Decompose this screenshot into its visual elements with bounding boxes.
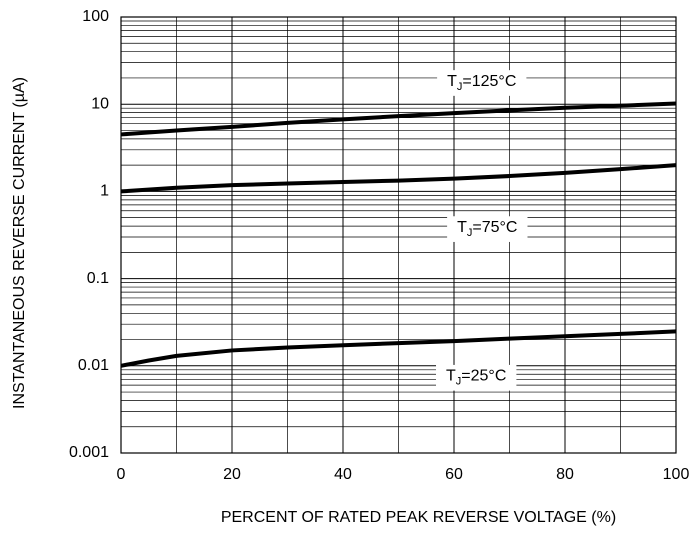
annotation-rest: =125°C: [462, 73, 516, 90]
annotation-layer: TJ=125°CTJ=75°CTJ=25°C: [436, 70, 528, 391]
y-tick-label: 100: [82, 8, 109, 25]
annotation-label-1: TJ=125°C: [437, 70, 527, 96]
annotation-subscript: J: [456, 376, 462, 388]
x-tick-label: 20: [223, 466, 241, 483]
series-line-2: [120, 163, 677, 194]
x-tick-label: 60: [445, 466, 463, 483]
annotation-background: [436, 364, 517, 391]
annotation-text: TJ=75°C: [457, 219, 517, 239]
y-tick-label: 10: [91, 95, 109, 112]
series-line-3: [120, 329, 677, 368]
y-axis-title: INSTANTANEOUS REVERSE CURRENT (µA): [11, 77, 28, 409]
annotation-text: TJ=25°C: [446, 368, 506, 388]
y-tick-label: 0.01: [78, 357, 109, 374]
annotation-label-2: TJ=75°C: [447, 216, 528, 242]
annotation-rest: =75°C: [472, 219, 517, 236]
series-layer: [120, 101, 677, 368]
annotation-t: T: [446, 368, 456, 385]
y-tick-label: 1: [100, 183, 109, 200]
x-tick-label: 0: [117, 466, 126, 483]
x-tick-labels: 0 20 40 60 80 100: [117, 466, 690, 483]
annotation-background: [437, 70, 527, 96]
annotation-t: T: [457, 219, 467, 236]
annotation-text: TJ=125°C: [447, 73, 516, 93]
plot-frame: [120, 16, 677, 454]
series-line-1: [120, 101, 677, 137]
x-tick-label: 80: [556, 466, 574, 483]
annotation-background: [447, 216, 528, 242]
x-axis-title: PERCENT OF RATED PEAK REVERSE VOLTAGE (%…: [221, 509, 616, 526]
annotation-subscript: J: [467, 227, 473, 239]
x-tick-label: 100: [663, 466, 690, 483]
annotation-subscript: J: [457, 81, 463, 93]
y-tick-label: 0.001: [69, 444, 109, 461]
annotation-rest: =25°C: [461, 368, 506, 385]
y-tick-labels: 0.001 0.01 0.1 1 10 100: [69, 8, 109, 461]
annotation-label-3: TJ=25°C: [436, 364, 517, 391]
x-tick-label: 40: [334, 466, 352, 483]
y-tick-label: 0.1: [87, 270, 109, 287]
grid-lines: [120, 17, 677, 454]
annotation-t: T: [447, 73, 457, 90]
